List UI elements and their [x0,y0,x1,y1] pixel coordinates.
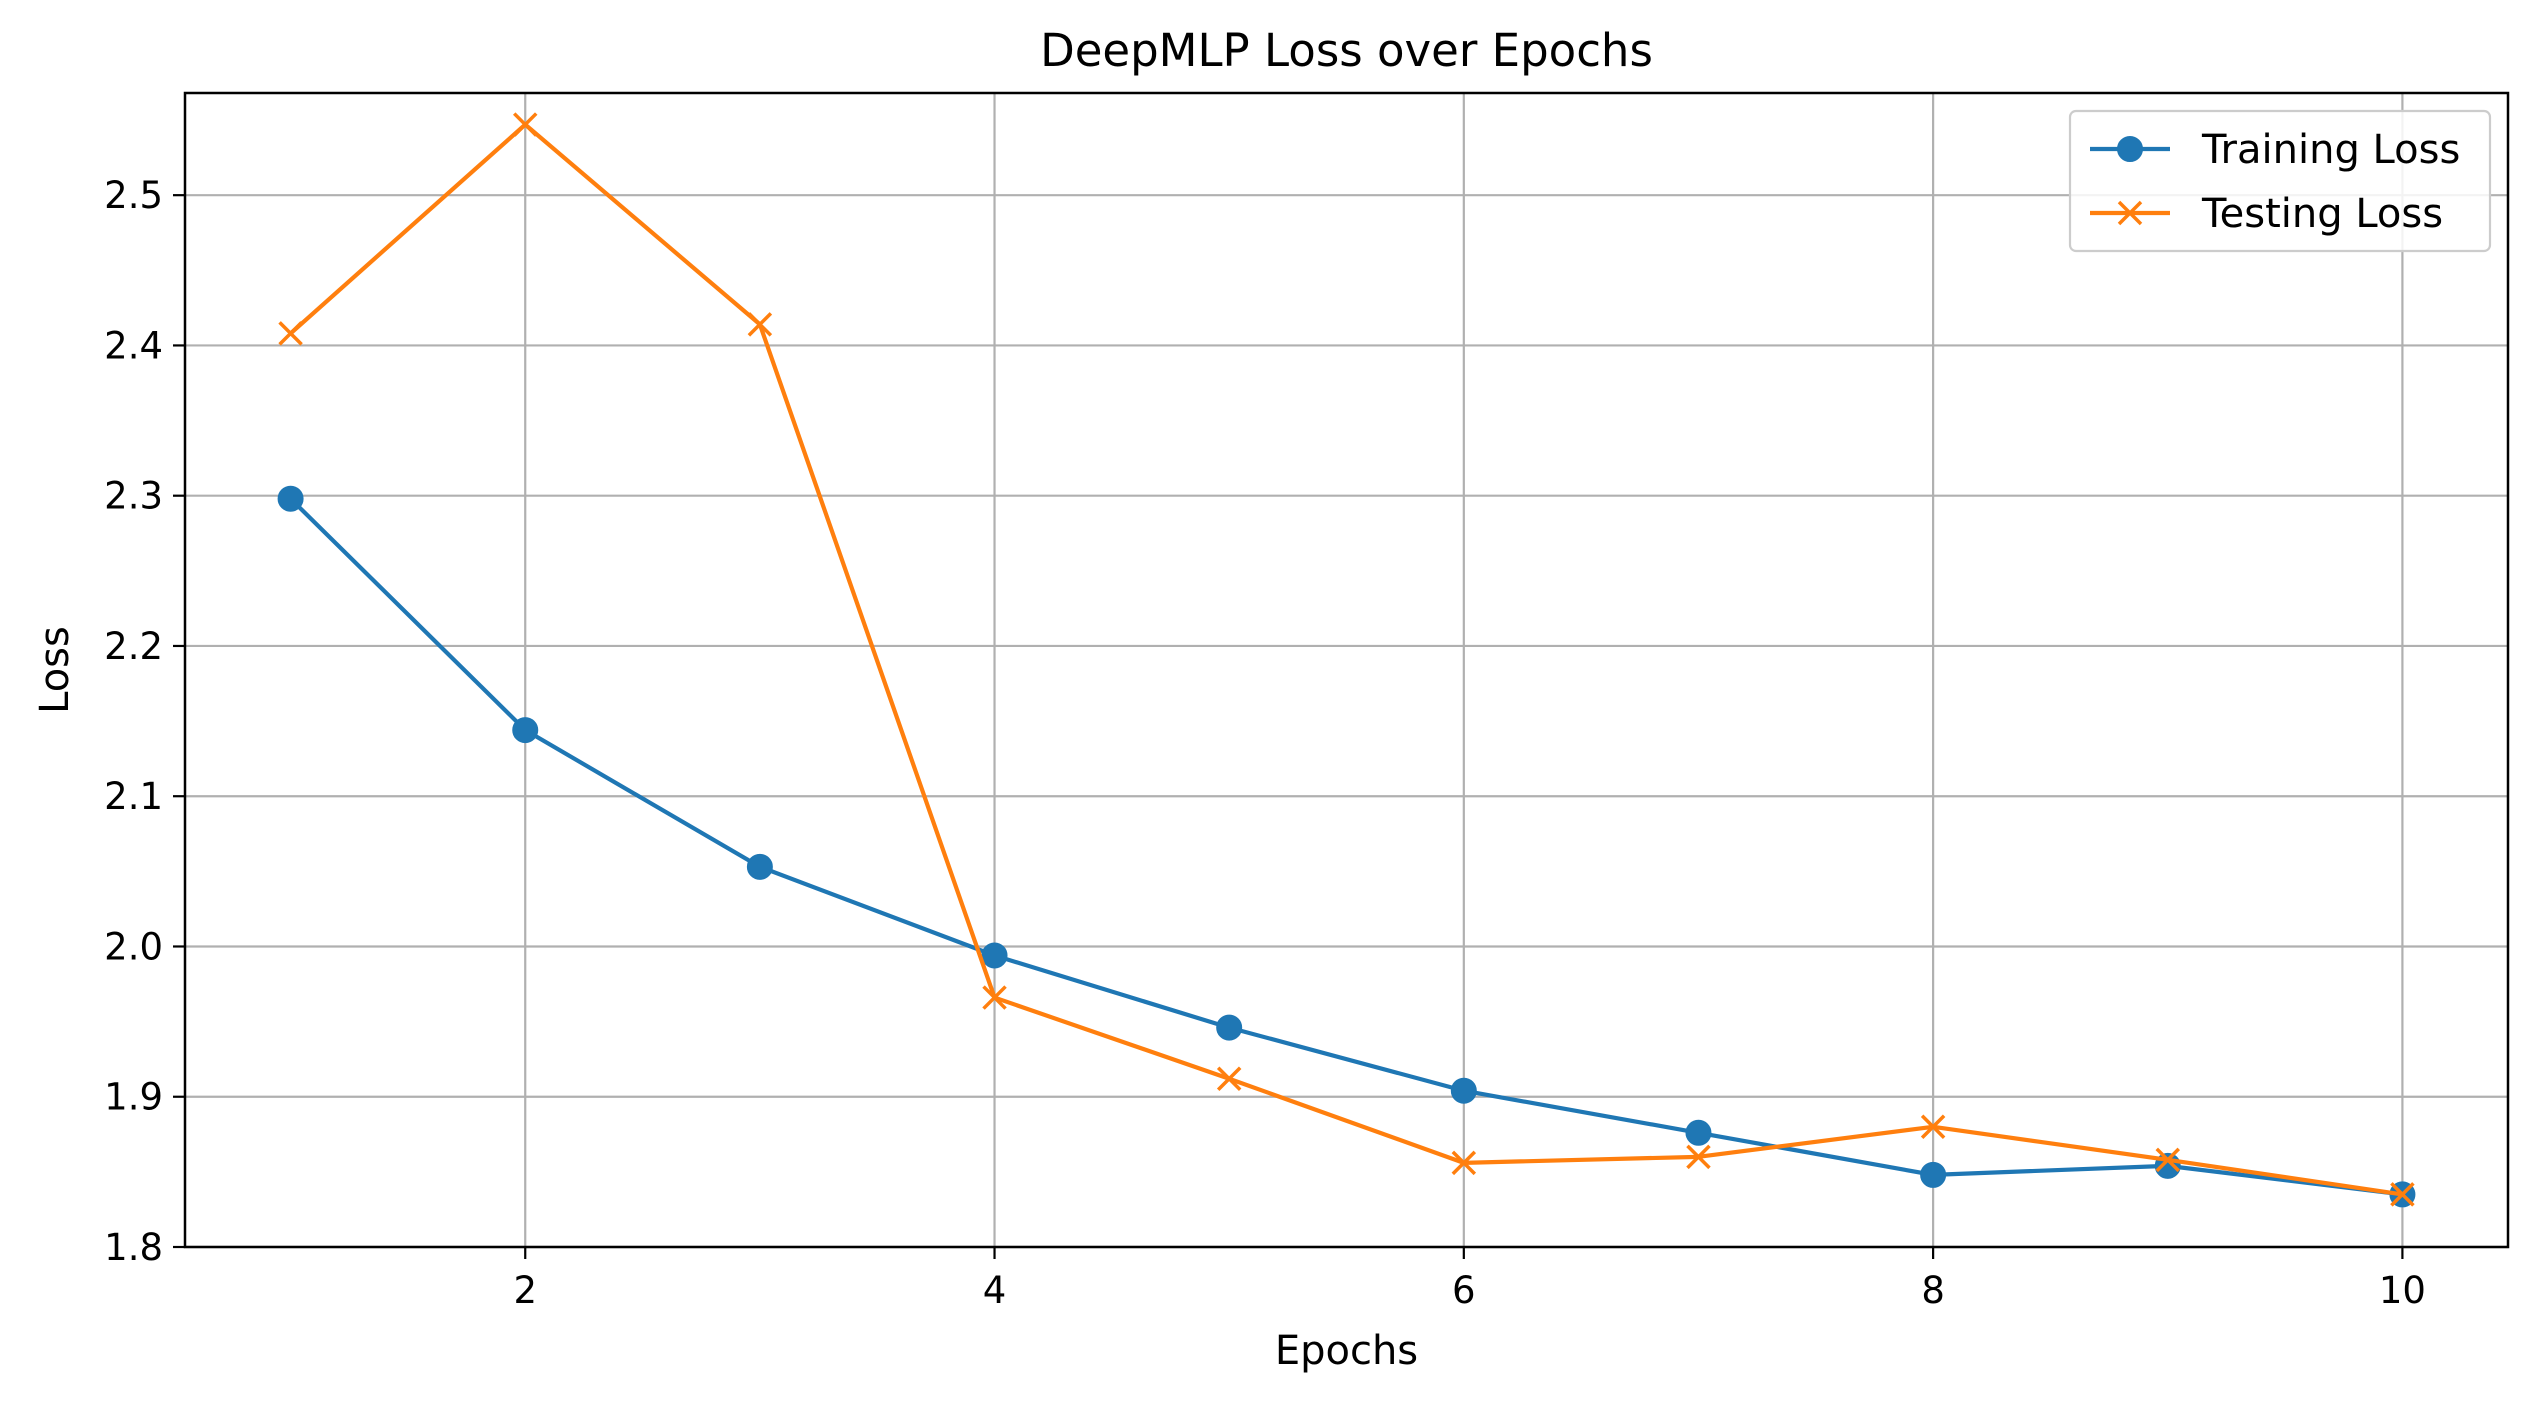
training-loss-point [1451,1078,1476,1103]
legend-training-loss-label: Training Loss [2201,127,2460,173]
y-axis-title: Loss [32,626,78,714]
y-tick-label: 2.0 [104,925,163,968]
x-axis-title: Epochs [1275,1328,1418,1374]
training-loss-point [1686,1120,1711,1145]
training-loss-point [1217,1015,1242,1040]
y-tick-label: 2.4 [104,324,163,367]
training-loss-point [982,943,1007,968]
training-loss-point [278,486,303,511]
legend: Training Loss Testing Loss [2070,111,2490,251]
y-tick-label: 1.9 [104,1076,163,1119]
training-loss-point [513,718,538,743]
x-tick-label: 2 [513,1269,537,1312]
x-tick-label: 8 [1921,1269,1945,1312]
y-tick-label: 2.2 [104,625,163,668]
y-tick-label: 1.8 [104,1226,163,1269]
legend-testing-loss-label: Testing Loss [2201,191,2443,237]
x-tick-label: 10 [2379,1269,2426,1312]
x-tick-label: 6 [1452,1269,1476,1312]
y-tick-label: 2.1 [104,775,163,818]
chart-title: DeepMLP Loss over Epochs [1040,24,1653,77]
training-loss-point [747,854,772,879]
x-tick-label: 4 [983,1269,1007,1312]
y-tick-label: 2.5 [104,174,163,217]
training-loss-point [1921,1162,1946,1187]
legend-training-loss-marker [2118,137,2143,162]
y-tick-label: 2.3 [104,475,163,518]
